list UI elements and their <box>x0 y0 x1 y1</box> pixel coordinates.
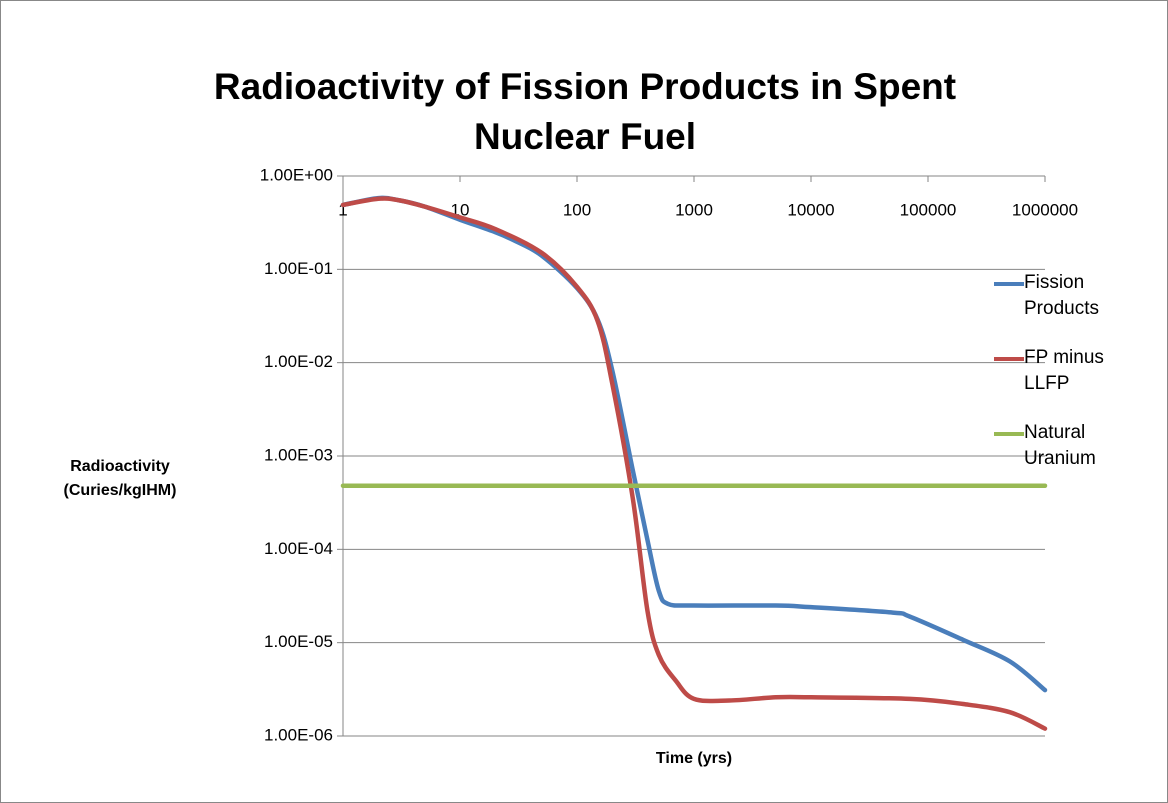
x-tick-label: 100 <box>563 200 591 219</box>
y-tick-label: 1.00E-02 <box>264 352 333 371</box>
y-tick-label: 1.00E-06 <box>264 725 333 744</box>
y-tick-label: 1.00E-03 <box>264 445 333 464</box>
legend-label: Fission Products <box>1024 272 1099 319</box>
x-tick-label: 10000 <box>787 200 834 219</box>
x-axis-label: Time (yrs) <box>655 750 733 767</box>
legend-swatch <box>994 282 1024 286</box>
x-tick-label: 1000000 <box>1012 200 1078 219</box>
legend-label: Natural Uranium <box>1024 422 1096 469</box>
y-tick-label: 1.00E+00 <box>260 165 333 184</box>
legend-label: FP minus LLFP <box>1024 347 1104 394</box>
x-tick-label: 1000 <box>675 200 713 219</box>
y-tick-label: 1.00E-04 <box>264 539 333 558</box>
legend-swatch <box>994 432 1024 436</box>
x-tick-label: 100000 <box>900 200 957 219</box>
chart-title: Radioactivity of Fission Products in Spe… <box>213 66 957 157</box>
legend-swatch <box>994 357 1024 361</box>
y-tick-label: 1.00E-01 <box>264 259 333 278</box>
y-axis-label: Radioactivity (Curies/kgIHM) <box>63 458 177 499</box>
y-tick-label: 1.00E-05 <box>264 632 333 651</box>
series-line <box>340 196 1048 731</box>
x-tick-label: 1 <box>338 200 347 219</box>
